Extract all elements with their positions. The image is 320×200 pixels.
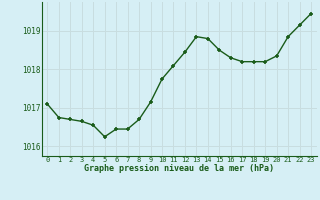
X-axis label: Graphe pression niveau de la mer (hPa): Graphe pression niveau de la mer (hPa) (84, 164, 274, 173)
